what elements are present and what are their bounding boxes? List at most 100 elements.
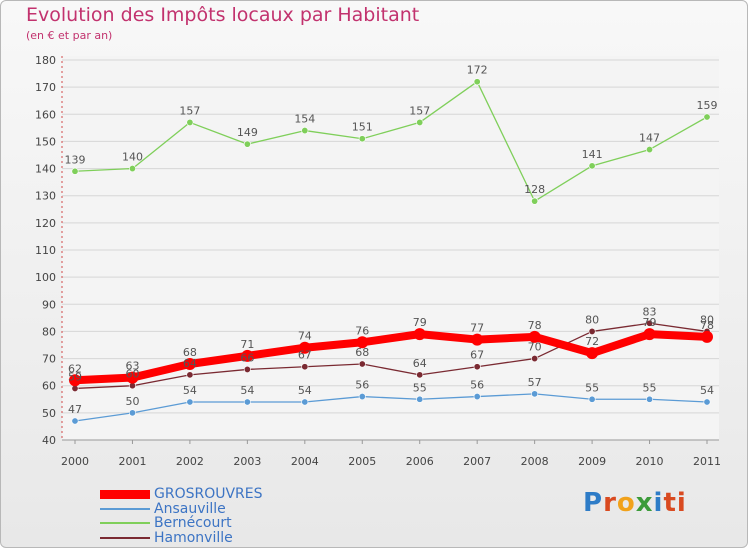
y-tick-label-140: 140	[35, 163, 56, 176]
series-lines	[69, 78, 713, 425]
data-label-berncourt-2000: 139	[65, 153, 86, 166]
data-label-grosrouvres-2006: 79	[413, 316, 427, 329]
legend-swatch-grosrouvres	[100, 489, 150, 499]
point-ansauville-2005	[358, 393, 366, 401]
data-label-berncourt-2007: 172	[467, 64, 488, 77]
data-label-hamonville-2003: 66	[240, 351, 254, 364]
point-berncourt-2002	[186, 118, 194, 126]
point-berncourt-2006	[416, 118, 424, 126]
chart-subtitle: (en € et par an)	[26, 29, 113, 42]
y-tick-label-130: 130	[35, 190, 56, 203]
series-line-hamonville	[74, 322, 708, 390]
data-label-ansauville-2002: 54	[183, 384, 197, 397]
data-label-berncourt-2001: 140	[122, 151, 143, 164]
point-grosrouvres-2001	[126, 371, 139, 384]
data-label-grosrouvres-2004: 74	[298, 330, 312, 343]
data-labels: 139 140 157 149 154 151 157 172 128 141 147 159 47 50…	[65, 64, 718, 416]
x-tick-label-2007: 2007	[463, 455, 491, 468]
point-berncourt-2004	[301, 127, 309, 135]
point-berncourt-2010	[646, 146, 654, 154]
data-label-grosrouvres-2007: 77	[470, 322, 484, 335]
series-line-ansauville	[74, 393, 708, 422]
data-label-grosrouvres-2002: 68	[183, 346, 197, 359]
point-ansauville-2002	[186, 398, 194, 406]
axes: 40 50 60 70 80 90 100 110 120 130 140 150 160 170 180 2…	[35, 54, 721, 468]
y-tick-label-160: 160	[35, 108, 56, 121]
point-ansauville-2004	[301, 398, 309, 406]
data-label-hamonville-2010: 83	[643, 305, 657, 318]
data-label-hamonville-2006: 64	[413, 357, 427, 370]
data-label-hamonville-2002: 64	[183, 357, 197, 370]
data-label-grosrouvres-2010: 79	[643, 316, 657, 329]
plot-area	[62, 56, 719, 440]
point-berncourt-2009	[588, 162, 596, 170]
series-line-berncourt	[74, 81, 708, 202]
y-tick-label-60: 60	[42, 380, 56, 393]
point-grosrouvres-2006	[413, 328, 426, 341]
line-chart: 40 50 60 70 80 90 100 110 120 130 140 150 160 170 180 2…	[35, 54, 721, 468]
y-tick-label-120: 120	[35, 217, 56, 230]
point-hamonville-2010	[646, 319, 654, 327]
x-tick-label-2004: 2004	[291, 455, 319, 468]
legend-label-grosrouvres: GROSROUVRES	[154, 486, 263, 502]
point-grosrouvres-2008	[528, 330, 541, 343]
data-label-hamonville-2008: 70	[528, 341, 542, 354]
data-label-grosrouvres-2011: 78	[700, 319, 714, 332]
x-tick-label-2006: 2006	[406, 455, 434, 468]
x-tick-label-2002: 2002	[176, 455, 204, 468]
data-label-berncourt-2011: 159	[697, 99, 718, 112]
x-tick-label-2008: 2008	[521, 455, 549, 468]
data-label-ansauville-2011: 54	[700, 384, 714, 397]
grid-lines	[62, 56, 719, 441]
point-ansauville-2010	[646, 395, 654, 403]
legend-label-ansauville: Ansauville	[154, 501, 226, 517]
data-label-ansauville-2010: 55	[643, 381, 657, 394]
point-ansauville-2006	[416, 395, 424, 403]
legend-item-hamonville: Hamonville	[100, 530, 233, 546]
point-grosrouvres-2007	[471, 333, 484, 346]
legend-label-bernecourt: Bernécourt	[154, 515, 232, 531]
y-tick-label-100: 100	[35, 271, 56, 284]
data-label-hamonville-2004: 67	[298, 349, 312, 362]
data-label-hamonville-2009: 80	[585, 313, 599, 326]
y-tick-label-170: 170	[35, 81, 56, 94]
x-tick-label-2000: 2000	[61, 455, 89, 468]
chart-title: Evolution des Impôts locaux par Habitant	[26, 4, 420, 26]
point-ansauville-2003	[243, 398, 251, 406]
data-label-grosrouvres-2001: 63	[125, 360, 139, 373]
legend-item-grosrouvres: GROSROUVRES	[100, 486, 263, 502]
point-grosrouvres-2005	[356, 336, 369, 349]
point-grosrouvres-2004	[298, 341, 311, 354]
legend-swatch-hamonville	[100, 537, 150, 539]
x-tick-label-2003: 2003	[233, 455, 261, 468]
data-label-hamonville-2007: 67	[470, 349, 484, 362]
legend-item-ansauville: Ansauville	[100, 501, 226, 517]
data-label-hamonville-2001: 60	[125, 368, 139, 381]
point-berncourt-2003	[243, 140, 251, 148]
point-hamonville-2009	[588, 327, 596, 335]
data-label-grosrouvres-2000: 62	[68, 362, 82, 375]
y-tick-label-80: 80	[42, 325, 56, 338]
point-berncourt-2008	[531, 197, 539, 205]
data-label-ansauville-2000: 47	[68, 403, 82, 416]
point-ansauville-2000	[71, 417, 79, 425]
data-label-berncourt-2003: 149	[237, 126, 258, 139]
data-label-ansauville-2007: 56	[470, 379, 484, 392]
point-grosrouvres-2003	[241, 349, 254, 362]
data-label-berncourt-2002: 157	[179, 104, 200, 117]
y-tick-label-150: 150	[35, 135, 56, 148]
data-label-ansauville-2004: 54	[298, 384, 312, 397]
data-label-grosrouvres-2008: 78	[528, 319, 542, 332]
data-label-berncourt-2010: 147	[639, 132, 660, 145]
data-label-grosrouvres-2009: 72	[585, 335, 599, 348]
point-grosrouvres-2000	[69, 374, 81, 387]
x-tick-label-2011: 2011	[693, 455, 721, 468]
point-grosrouvres-2009	[586, 347, 599, 360]
point-grosrouvres-2010	[643, 328, 656, 341]
point-hamonville-2002	[186, 371, 194, 379]
data-label-ansauville-2008: 57	[528, 376, 542, 389]
data-label-hamonville-2000: 59	[68, 370, 82, 383]
x-tick-label-2009: 2009	[578, 455, 606, 468]
point-berncourt-2000	[71, 167, 79, 175]
point-hamonville-2008	[531, 355, 539, 363]
